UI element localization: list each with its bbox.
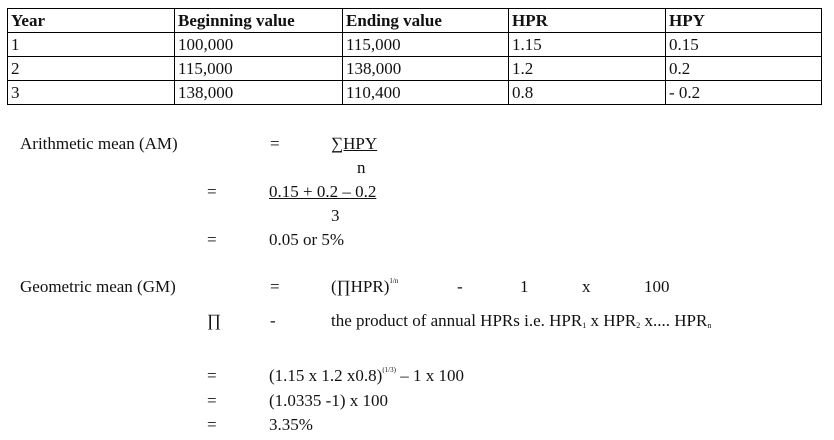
header-hpy: HPY: [665, 8, 822, 33]
gm-step1-rest: – 1 x 100: [395, 366, 464, 385]
table-header-row: Year Beginning value Ending value HPR HP…: [7, 8, 822, 33]
cell-hpr: 0.8: [508, 80, 666, 105]
cell-ending-value: 110,400: [342, 80, 509, 105]
product-text-x1: x HPR: [586, 311, 637, 330]
table-row: 1 100,000 115,000 1.15 0.15: [7, 32, 822, 57]
am-result: 0.05 or 5%: [269, 230, 345, 249]
product-sub-2: 2: [636, 321, 641, 330]
product-sub-1: 1: [582, 321, 587, 330]
gm-step1-equals: =: [207, 366, 217, 385]
cell-hpr: 1.15: [508, 32, 666, 57]
am-step2-numerator: 0.15 + 0.2 – 0.2: [269, 182, 377, 201]
cell-beginning-value: 100,000: [174, 32, 343, 57]
cell-year: 2: [7, 56, 175, 81]
gm-formula-one: 1: [520, 277, 529, 296]
am-label: Arithmetic mean (AM): [20, 134, 178, 153]
gm-formula-exponent: 1/n: [389, 277, 399, 285]
cell-ending-value: 138,000: [342, 56, 509, 81]
am-denominator: n: [357, 158, 366, 177]
gm-step2: (1.0335 -1) x 100: [269, 391, 388, 410]
cell-hpy: 0.2: [665, 56, 822, 81]
gm-step2-equals: =: [207, 391, 217, 410]
gm-step1-exponent: (1/3): [382, 366, 396, 374]
cell-hpy: - 0.2: [665, 80, 822, 105]
product-sub-n: n: [707, 321, 712, 330]
am-step3-equals: =: [207, 230, 217, 249]
am-numerator: ∑HPY: [331, 134, 378, 153]
cell-year: 3: [7, 80, 175, 105]
cell-ending-value: 115,000: [342, 32, 509, 57]
cell-beginning-value: 115,000: [174, 56, 343, 81]
gm-step3-equals: =: [207, 415, 217, 434]
am-step2-equals: =: [207, 182, 217, 201]
gm-formula-base: (∏HPR): [331, 277, 390, 296]
gm-formula-times: x: [582, 277, 591, 296]
cell-beginning-value: 138,000: [174, 80, 343, 105]
gm-label: Geometric mean (GM): [20, 277, 176, 296]
header-beginning-value: Beginning value: [174, 8, 343, 33]
product-dash: -: [270, 311, 276, 330]
product-symbol: ∏: [207, 311, 221, 330]
header-hpr: HPR: [508, 8, 666, 33]
cell-hpr: 1.2: [508, 56, 666, 81]
am-equals: =: [270, 134, 280, 153]
gm-result: 3.35%: [269, 415, 313, 434]
product-text-x2: x.... HPR: [640, 311, 708, 330]
table-row: 3 138,000 110,400 0.8 - 0.2: [7, 80, 822, 105]
am-step2-denominator: 3: [331, 206, 340, 225]
gm-formula-hundred: 100: [644, 277, 670, 296]
gm-step1-base: (1.15 x 1.2 x0.8): [269, 366, 383, 385]
header-year: Year: [7, 8, 175, 33]
cell-year: 1: [7, 32, 175, 57]
product-text: the product of annual HPRs i.e. HPR: [331, 311, 583, 330]
cell-hpy: 0.15: [665, 32, 822, 57]
hpr-table: Year Beginning value Ending value HPR HP…: [7, 8, 822, 105]
gm-formula: (∏HPR)1/n: [331, 277, 398, 297]
product-definition: the product of annual HPRs i.e. HPR1 x H…: [331, 311, 711, 331]
header-ending-value: Ending value: [342, 8, 509, 33]
gm-equals: =: [270, 277, 280, 296]
gm-formula-minus: -: [457, 277, 463, 296]
gm-step1: (1.15 x 1.2 x0.8)(1/3) – 1 x 100: [269, 366, 464, 386]
table-row: 2 115,000 138,000 1.2 0.2: [7, 56, 822, 81]
